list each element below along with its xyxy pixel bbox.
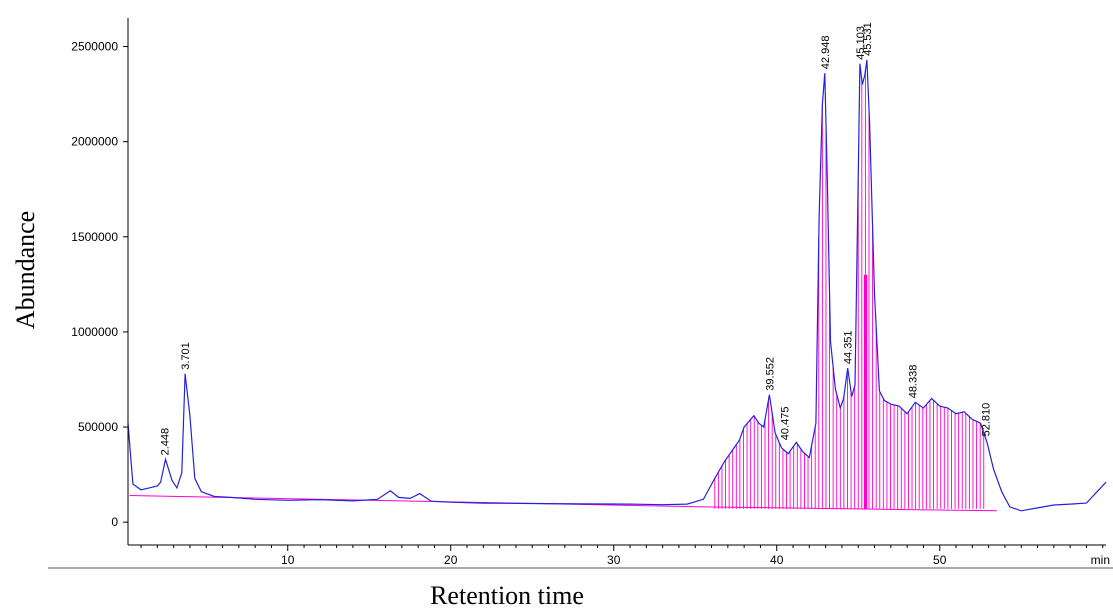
- peak-label: 42.948: [820, 36, 832, 70]
- peak-label: 45.103: [855, 26, 867, 60]
- peak-label: 40.475: [780, 407, 792, 441]
- y-tick-label: 1500000: [71, 230, 118, 244]
- y-axis-title: Abundance: [11, 211, 40, 329]
- label-layer: 2.448 3.701 39.552 40.475 42.948 44.351 45.103…: [160, 22, 993, 455]
- x-tick-label: 40: [770, 553, 784, 567]
- peak-label: 2.448: [160, 428, 172, 456]
- trace-layer: [127, 59, 1107, 512]
- x-unit-label: min: [1091, 553, 1110, 567]
- integration-baseline: [711, 506, 997, 512]
- chromatogram-trace: [127, 59, 1107, 512]
- x-tick-label: 10: [281, 553, 295, 567]
- peak-label: 52.810: [981, 403, 993, 437]
- x-axis-title: Retention time: [430, 581, 584, 610]
- integration-fill: [863, 274, 868, 509]
- axis-layer: 0 500000 1000000 1500000 2000000 2500000 10 20 3…: [48, 18, 1113, 569]
- x-tick-label: 30: [607, 553, 621, 567]
- y-tick-label: 2000000: [71, 135, 118, 149]
- peak-label: 3.701: [180, 342, 192, 370]
- peak-label: 48.338: [908, 365, 920, 399]
- peak-label: 39.552: [764, 357, 776, 391]
- x-tick-label: 20: [444, 553, 458, 567]
- integration-layer: [714, 70, 985, 509]
- y-tick-label: 500000: [78, 420, 118, 434]
- integration-baseline: [129, 495, 712, 508]
- y-tick-label: 2500000: [71, 40, 118, 54]
- peak-label: 44.351: [843, 330, 855, 364]
- y-tick-label: 0: [111, 515, 118, 529]
- y-tick-label: 1000000: [71, 325, 118, 339]
- x-tick-label: 50: [933, 553, 947, 567]
- peak-label: 45.531: [862, 22, 874, 56]
